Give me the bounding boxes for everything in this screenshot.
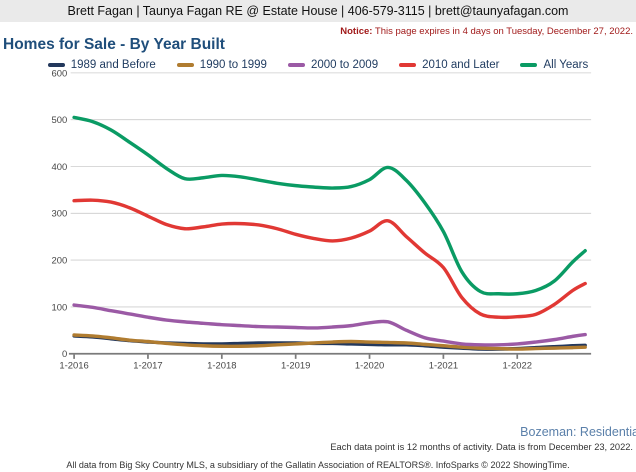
legend-swatch-1989-and-before: [47, 63, 65, 67]
series-line-2000-to-2009[interactable]: [72, 303, 587, 347]
legend-item-1989-and-before[interactable]: 1989 and Before: [47, 59, 156, 71]
legend-label: All Years: [543, 59, 589, 71]
legend-label: 1990 to 1999: [199, 59, 267, 71]
series-line-2010-and-later[interactable]: [72, 198, 587, 320]
legend-swatch-1990-to-1999: [176, 63, 194, 67]
legend-label: 2000 to 2009: [310, 59, 379, 71]
y-tick-label-200: 200: [51, 256, 67, 267]
y-tick-label-500: 500: [51, 115, 67, 126]
y-tick-label-300: 300: [51, 209, 67, 220]
chart-legend: 1989 and Before 1990 to 1999 2000 to 200…: [0, 57, 636, 73]
data-caption: Each data point is 12 months of activity…: [330, 442, 633, 452]
x-tick-label-1-2019: 1-2019: [281, 360, 310, 371]
legend-swatch-all-years: [520, 63, 538, 67]
agent-contact-header: Brett Fagan | Taunya Fagan RE @ Estate H…: [0, 0, 636, 22]
legend-item-1990-to-1999[interactable]: 1990 to 1999: [176, 59, 267, 71]
legend-label: 2010 and Later: [422, 59, 500, 71]
y-tick-label-0: 0: [62, 349, 67, 360]
x-tick-label-1-2021: 1-2021: [429, 360, 458, 371]
x-tick-label-1-2017: 1-2017: [133, 360, 162, 371]
x-tick-label-1-2016: 1-2016: [59, 360, 88, 371]
x-tick-label-1-2020: 1-2020: [355, 360, 384, 371]
notice-text: This page expires in 4 days on Tuesday, …: [372, 26, 633, 37]
page-title: Homes for Sale - By Year Built: [3, 36, 225, 53]
legend-label: 1989 and Before: [70, 59, 156, 71]
series-line-all-years[interactable]: [72, 115, 587, 296]
notice-label: Notice:: [340, 26, 373, 37]
y-tick-label-400: 400: [51, 162, 67, 173]
plot-area[interactable]: 0 100 200 300 400 500 600 1-2016 1-2017 1-2018 1-2…: [0, 60, 636, 425]
x-tick-label-1-2022: 1-2022: [503, 360, 532, 371]
y-tick-label-600: 600: [51, 68, 67, 79]
market-name-label: Bozeman: Residentia: [520, 425, 636, 439]
attribution-footer: All data from Big Sky Country MLS, a sub…: [66, 460, 570, 470]
y-tick-label-100: 100: [51, 302, 67, 313]
expiration-notice: Notice: This page expires in 4 days on T…: [340, 26, 633, 37]
legend-item-all-years[interactable]: All Years: [520, 59, 588, 71]
series-line-1990-to-1999[interactable]: [72, 333, 587, 351]
legend-item-2010-and-later[interactable]: 2010 and Later: [399, 59, 499, 71]
legend-item-2000-to-2009[interactable]: 2000 to 2009: [287, 59, 379, 71]
legend-swatch-2000-to-2009: [287, 63, 305, 67]
legend-swatch-2010-and-later: [399, 63, 417, 67]
x-tick-label-1-2018: 1-2018: [207, 360, 236, 371]
